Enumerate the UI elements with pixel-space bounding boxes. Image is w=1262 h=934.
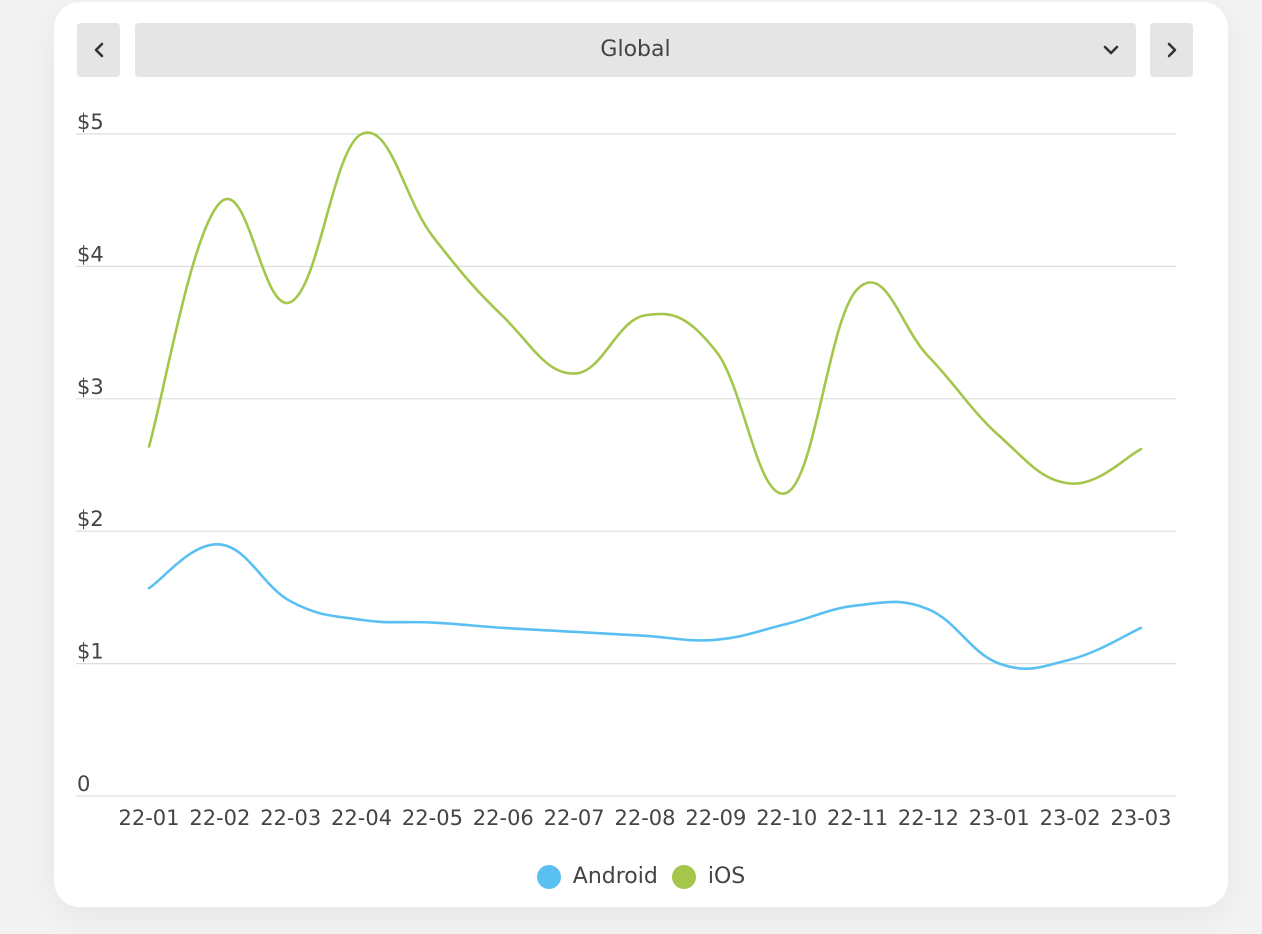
y-axis-ticks: 0 $1 $2 $3 $4 $5	[77, 110, 104, 796]
chevron-down-icon	[1103, 45, 1119, 55]
x-tick-label: 22-03	[260, 806, 321, 830]
x-axis-ticks: 22-01 22-02 22-03 22-04 22-05 22-06 22-07 22-08…	[118, 806, 1171, 830]
region-select-value: Global	[600, 37, 671, 62]
y-tick-label: $5	[77, 110, 104, 134]
chart-card: Global 0 $1 $2 $3 $4 $5 22-01 22-02 22-03 22-04 2…	[54, 2, 1228, 907]
legend: Android iOS	[54, 864, 1228, 889]
previous-button[interactable]	[77, 23, 120, 77]
x-tick-label: 22-08	[614, 806, 675, 830]
x-tick-label: 22-04	[331, 806, 392, 830]
series-line-android	[147, 543, 1143, 670]
region-select[interactable]: Global	[135, 23, 1136, 77]
legend-label: Android	[572, 864, 658, 889]
series-lines	[147, 131, 1143, 670]
chevron-left-icon	[94, 42, 103, 58]
x-tick-label: 22-06	[473, 806, 534, 830]
legend-label: iOS	[707, 864, 746, 889]
x-tick-label: 22-11	[827, 806, 888, 830]
legend-item-android[interactable]: Android	[536, 864, 658, 889]
x-tick-label: 22-05	[402, 806, 463, 830]
next-button[interactable]	[1150, 23, 1193, 77]
x-tick-label: 22-09	[685, 806, 746, 830]
y-tick-label: 0	[77, 772, 90, 796]
x-tick-label: 22-01	[118, 806, 179, 830]
legend-swatch	[536, 864, 561, 889]
x-tick-label: 23-02	[1040, 806, 1101, 830]
chevron-right-icon	[1167, 42, 1176, 58]
legend-item-ios[interactable]: iOS	[671, 864, 746, 889]
x-tick-label: 22-12	[898, 806, 959, 830]
gridlines	[76, 133, 1176, 797]
y-tick-label: $1	[77, 640, 104, 664]
line-chart: 0$1$2$3$4$5 22-01 22-02 22-03 22-04 22-05 22-…	[76, 110, 1176, 830]
legend-swatch	[671, 864, 696, 889]
x-tick-label: 22-07	[544, 806, 605, 830]
x-tick-label: 22-10	[756, 806, 817, 830]
x-tick-label: 22-02	[189, 806, 250, 830]
y-tick-label: $3	[77, 375, 104, 399]
y-tick-label: $4	[77, 242, 104, 266]
x-tick-label: 23-03	[1110, 806, 1171, 830]
y-tick-label: $2	[77, 507, 104, 531]
x-tick-label: 23-01	[969, 806, 1030, 830]
series-line-ios	[147, 131, 1143, 495]
